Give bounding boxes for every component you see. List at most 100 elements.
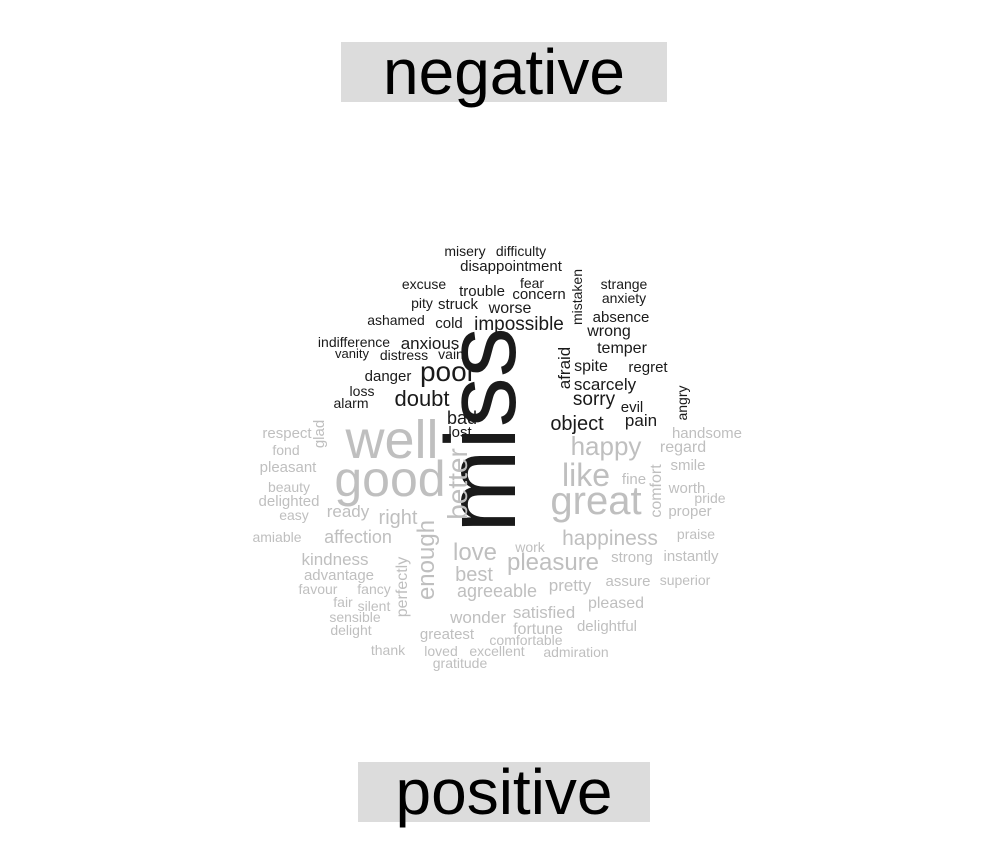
word-negative-regret: regret (628, 359, 668, 376)
word-positive-good: good (334, 451, 445, 507)
word-negative-evil: evil (621, 399, 644, 416)
word-negative-spite: spite (574, 358, 608, 375)
word-positive-fancy: fancy (357, 581, 390, 597)
word-positive-pride: pride (694, 490, 725, 506)
word-positive-kindness: kindness (301, 550, 368, 569)
word-positive-advantage: advantage (304, 567, 374, 584)
word-positive-pretty: pretty (549, 576, 592, 595)
word-negative-impossible: impossible (474, 314, 564, 335)
word-negative-excuse: excuse (402, 276, 447, 292)
word-negative-doubt: doubt (394, 386, 449, 411)
word-negative-danger: danger (365, 368, 412, 385)
word-positive-delighted: delighted (259, 493, 320, 510)
word-positive-fine: fine (622, 471, 646, 488)
word-negative-temper: temper (597, 340, 647, 357)
word-negative-misery: misery (444, 243, 485, 259)
word-positive-ready: ready (327, 502, 370, 521)
word-positive-superior: superior (660, 572, 711, 588)
word-positive-love: love (453, 539, 497, 566)
word-negative-ashamed: ashamed (367, 312, 425, 328)
word-positive-handsome: handsome (672, 425, 742, 442)
word-negative-pain: pain (625, 411, 657, 430)
group-label-positive: positive (358, 760, 650, 824)
word-negative-fear: fear (520, 275, 544, 291)
word-positive-better: better (442, 448, 473, 520)
word-negative-struck: struck (438, 296, 479, 313)
word-positive-like: like (562, 457, 610, 493)
word-positive-regard: regard (660, 439, 706, 456)
word-positive-comfortable: comfortable (489, 632, 562, 648)
word-negative-anxious: anxious (401, 334, 460, 353)
word-negative-strange: strange (601, 276, 648, 292)
word-positive-amiable: amiable (252, 529, 301, 545)
word-positive-great: great (550, 479, 641, 523)
word-positive-perfectly: perfectly (394, 557, 411, 617)
word-positive-enough: enough (413, 520, 440, 600)
word-positive-delightful: delightful (577, 618, 637, 635)
word-positive-instantly: instantly (663, 548, 719, 565)
word-negative-afraid: afraid (555, 347, 574, 390)
word-negative-mistaken: mistaken (569, 269, 585, 325)
word-negative-scarcely: scarcely (574, 375, 637, 394)
word-positive-pleased: pleased (588, 595, 644, 612)
word-negative-cold: cold (435, 315, 463, 332)
word-positive-praise: praise (677, 526, 715, 542)
word-negative-loss: loss (350, 383, 375, 399)
word-positive-happiness: happiness (562, 527, 658, 550)
word-positive-strong: strong (611, 549, 653, 566)
word-positive-fair: fair (333, 594, 353, 610)
word-positive-work: work (514, 539, 546, 555)
word-negative-bad: bad (447, 408, 477, 428)
word-negative-lost: lost (448, 424, 472, 441)
word-negative-poor: poor (420, 356, 476, 387)
group-label-negative: negative (341, 40, 667, 104)
word-positive-loved: loved (424, 643, 457, 659)
word-negative-difficulty: difficulty (496, 243, 546, 259)
word-negative-trouble: trouble (459, 283, 505, 300)
word-positive-greatest: greatest (420, 626, 475, 643)
word-positive-proper: proper (668, 503, 711, 520)
word-positive-assure: assure (605, 573, 650, 590)
word-positive-satisfied: satisfied (513, 603, 575, 622)
word-negative-distress: distress (380, 347, 428, 363)
word-positive-respect: respect (262, 425, 312, 442)
word-positive-happy: happy (571, 431, 642, 461)
word-positive-easy: easy (279, 507, 309, 523)
word-positive-delight: delight (330, 622, 371, 638)
word-negative-vanity: vanity (335, 346, 369, 361)
word-negative-concern: concern (512, 286, 565, 303)
word-positive-gratitude: gratitude (433, 655, 488, 671)
word-positive-sensible: sensible (329, 609, 381, 625)
word-positive-admiration: admiration (543, 644, 608, 660)
word-positive-excellent: excellent (469, 643, 524, 659)
word-negative-disappointment: disappointment (460, 258, 563, 275)
word-negative-alarm: alarm (333, 395, 368, 411)
word-negative-absence: absence (593, 309, 650, 326)
word-positive-affection: affection (324, 527, 392, 547)
word-positive-smile: smile (670, 457, 705, 474)
word-positive-best: best (455, 564, 493, 586)
word-positive-fond: fond (272, 442, 299, 458)
word-positive-glad: glad (311, 420, 328, 448)
word-negative-vain: vain (438, 346, 464, 362)
word-positive-well: well (344, 410, 438, 470)
word-positive-beauty: beauty (268, 479, 310, 495)
word-negative-miss: miss (425, 327, 537, 533)
word-positive-right: right (379, 507, 418, 529)
word-positive-agreeable: agreeable (457, 581, 537, 601)
word-negative-sorry: sorry (573, 389, 616, 410)
word-negative-pity: pity (411, 295, 433, 311)
word-positive-thank: thank (371, 642, 406, 658)
word-positive-favour: favour (299, 581, 338, 597)
word-positive-pleasure: pleasure (507, 549, 599, 576)
word-negative-indifference: indifference (318, 334, 390, 350)
word-negative-anxiety: anxiety (602, 290, 646, 306)
word-positive-comfort: comfort (648, 464, 665, 518)
word-negative-angry: angry (674, 385, 690, 420)
word-negative-object: object (550, 413, 604, 435)
word-positive-pleasant: pleasant (260, 459, 318, 476)
word-positive-silent: silent (358, 598, 391, 614)
word-negative-wrong: wrong (586, 323, 631, 340)
word-positive-worth: worth (668, 480, 706, 497)
